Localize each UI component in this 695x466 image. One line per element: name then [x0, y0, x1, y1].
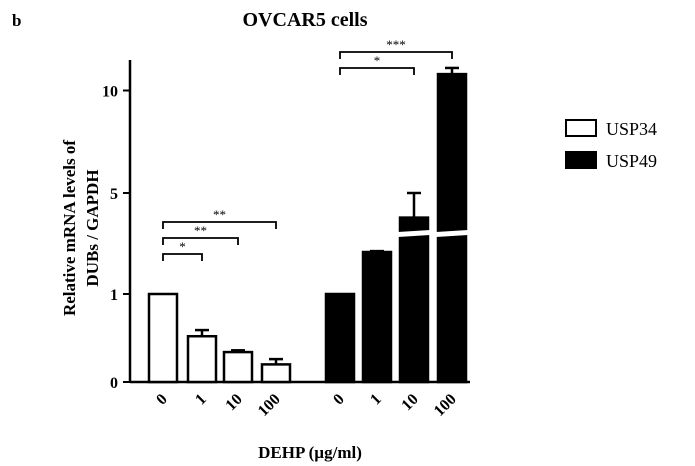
bar-usp49-100: [436, 72, 468, 384]
bar-usp34-10: [222, 350, 254, 384]
y-axis-title: Relative mRNA levels of DUBs / GAPDH: [60, 140, 102, 316]
x-tick-label-usp34-0: 0: [153, 391, 171, 409]
significance-bracket-usp34-0-1: [162, 253, 203, 261]
significance-bracket-usp34-0-100: [162, 221, 277, 229]
chart-title: OVCAR5 cells: [243, 9, 368, 31]
legend: USP34 USP49: [565, 119, 657, 171]
significance-bracket-usp34-0-10: [162, 237, 239, 245]
panel-label: b: [12, 11, 21, 30]
legend-label-usp34: USP34: [606, 119, 657, 139]
significance-label-usp34-0-1: *: [179, 239, 186, 254]
bar-usp34-0: [147, 292, 179, 384]
y-tick-label-1: 1: [110, 287, 118, 304]
significance-bracket-usp49-0-100: [339, 51, 453, 59]
significance-bracket-usp49-0-10: [339, 67, 415, 75]
x-tick-label-usp49-10: 10: [398, 391, 421, 414]
significance-label-usp49-0-100: ***: [386, 37, 406, 52]
x-tick-label-usp49-100: 100: [431, 391, 460, 420]
y-tick-label-10: 10: [102, 84, 118, 101]
significance-label-usp49-0-10: *: [374, 53, 381, 68]
x-tick-label-usp49-0: 0: [330, 391, 348, 409]
legend-swatch-usp34: [565, 119, 597, 137]
legend-swatch-usp49: [565, 151, 597, 169]
y-tick-label-5: 5: [110, 186, 118, 203]
x-tick-label-usp49-1: 1: [367, 391, 385, 409]
x-tick-label-usp34-100: 100: [255, 391, 284, 420]
significance-label-usp34-0-10: **: [194, 223, 207, 238]
x-tick-label-usp34-10: 10: [222, 391, 245, 414]
bar-usp34-100: [260, 363, 292, 384]
legend-label-usp49: USP49: [606, 151, 657, 171]
bar-usp49-10: [398, 216, 430, 384]
x-axis-title: DEHP (µg/ml): [258, 443, 362, 462]
y-tick-label-0: 0: [110, 375, 118, 392]
significance-label-usp34-0-100: **: [213, 207, 226, 222]
y-axis-title-line-1: Relative mRNA levels of: [60, 140, 79, 316]
bar-usp49-0: [324, 292, 356, 384]
axis-break-usp49-10: [398, 230, 430, 237]
y-axis-title-line-2: DUBs / GAPDH: [83, 169, 102, 286]
bar-usp49-1: [361, 250, 393, 384]
axis-break-usp49-100: [436, 230, 468, 237]
bar-usp34-1: [186, 334, 218, 384]
x-tick-label-usp34-1: 1: [192, 391, 210, 409]
